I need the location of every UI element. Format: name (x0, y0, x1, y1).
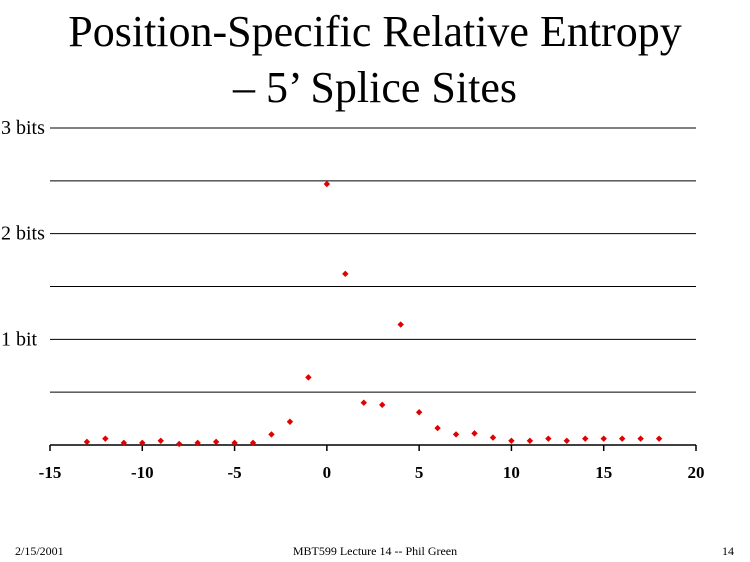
data-point-1 (102, 435, 109, 442)
slide-title-line2: – 5’ Splice Sites (233, 63, 517, 112)
data-point-31 (655, 435, 663, 442)
data-point-14 (342, 270, 349, 278)
x-tick-labels: -15 -10 -5 0 5 10 15 20 (39, 463, 705, 482)
data-point-28 (600, 435, 607, 442)
data-point-25 (545, 435, 552, 442)
data-point-8 (231, 439, 238, 447)
data-points (83, 180, 663, 448)
data-point-0 (83, 438, 91, 446)
x-tick-label-6: 15 (595, 463, 612, 482)
data-point-6 (194, 439, 201, 447)
x-axis (49, 444, 697, 451)
data-point-24 (526, 437, 534, 444)
footer-date: 2/15/2001 (15, 544, 64, 558)
data-point-23 (508, 437, 515, 444)
data-point-21 (471, 430, 478, 437)
data-point-19 (434, 424, 441, 432)
data-point-17 (397, 321, 404, 328)
data-point-9 (249, 439, 257, 447)
data-point-7 (212, 438, 220, 446)
x-tick-label-3: 0 (323, 463, 332, 482)
data-point-5 (176, 440, 183, 448)
y-tick-label-0: 3 bits (1, 117, 45, 139)
x-tick-label-5: 10 (503, 463, 520, 482)
y-tick-label-1: 2 bits (1, 223, 45, 245)
data-point-2 (120, 439, 128, 447)
data-point-4 (157, 437, 164, 444)
data-point-10 (268, 431, 275, 438)
data-point-11 (286, 418, 294, 425)
slide-title-line1: Position-Specific Relative Entropy (68, 7, 682, 56)
y-tick-labels: 3 bits 2 bits 1 bit (1, 117, 45, 350)
footer-course: MBT599 Lecture 14 -- Phil Green (292, 544, 458, 558)
data-point-22 (489, 434, 497, 441)
data-point-18 (415, 409, 423, 416)
data-point-30 (637, 435, 644, 442)
y-tick-label-2: 1 bit (1, 328, 38, 350)
data-point-15 (360, 399, 367, 406)
x-tick-label-4: 5 (415, 463, 424, 482)
x-tick-label-0: -15 (39, 463, 62, 482)
x-tick-label-7: 20 (688, 463, 705, 482)
data-point-13 (323, 180, 331, 188)
footer-page-number: 14 (722, 544, 734, 558)
gridlines (50, 127, 696, 393)
data-point-27 (582, 435, 589, 442)
data-point-12 (305, 374, 312, 381)
data-point-29 (618, 435, 626, 442)
data-point-16 (379, 401, 386, 409)
x-tick-label-1: -10 (131, 463, 154, 482)
data-point-3 (139, 439, 146, 447)
data-point-20 (452, 431, 460, 438)
data-point-26 (563, 437, 570, 444)
x-tick-label-2: -5 (227, 463, 241, 482)
